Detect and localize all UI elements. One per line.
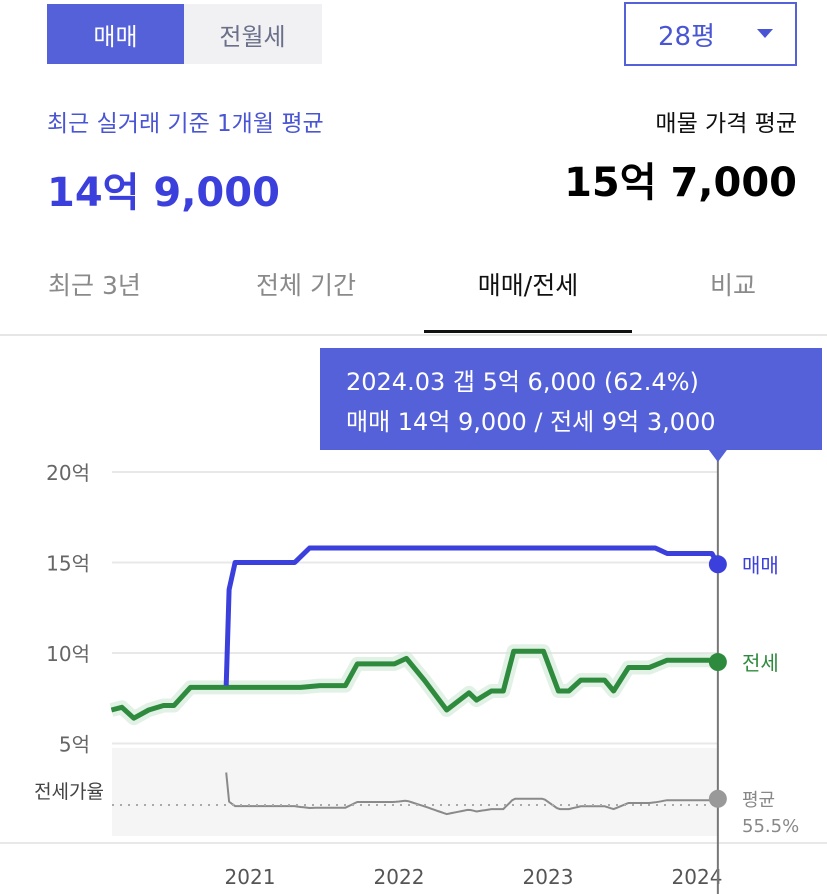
ratio-band: [112, 748, 718, 836]
recent-label: 최근 실거래 기준 1개월 평균: [47, 111, 324, 137]
tab-recent-3y[interactable]: 최근 3년: [48, 271, 141, 300]
tab-compare[interactable]: 비교: [710, 271, 757, 300]
ratio-avg-value: 55.5%: [742, 816, 799, 837]
size-value: 28평: [658, 21, 716, 52]
size-dropdown[interactable]: 28평: [624, 2, 797, 66]
chart-tooltip: 2024.03 갭 5억 6,000 (62.4%) 매매 14억 9,000 …: [320, 348, 822, 450]
recent-value: 14억 9,000: [47, 170, 280, 216]
jeonse-end-label: 전세: [742, 651, 779, 675]
sale-line: [223, 545, 721, 686]
listing-value: 15억 7,000: [564, 160, 797, 206]
jeonse-end-dot: [708, 653, 727, 672]
listing-label: 매물 가격 평균: [655, 111, 797, 137]
jeonse-line: [110, 648, 719, 721]
ratio-avg-label: 평균: [742, 790, 775, 811]
x-tick-label: 2021: [225, 865, 276, 889]
trade-type-toggle: 매매 전월세: [47, 4, 322, 64]
toggle-rent[interactable]: 전월세: [219, 22, 286, 51]
tooltip-pointer: [708, 450, 727, 462]
y-tick-label: 15억: [46, 552, 90, 576]
sale-end-label: 매매: [742, 553, 779, 577]
ratio-line: [225, 772, 719, 816]
tab-sale-jeonse[interactable]: 매매/전세: [424, 266, 632, 333]
jeonse-range-band: [109, 644, 720, 726]
tab-all-period[interactable]: 전체 기간: [256, 271, 356, 300]
ratio-end-dot: [708, 789, 727, 808]
y-tick-label: 20억: [46, 461, 90, 485]
x-tick-label: 2023: [523, 865, 574, 889]
y-tick-label: 10억: [46, 642, 90, 666]
sale-end-dot: [708, 555, 727, 574]
tooltip-prices: 매매 14억 9,000 / 전세 9억 3,000: [346, 408, 716, 436]
period-tabs: 최근 3년 전체 기간 매매/전세 비교: [0, 262, 827, 336]
toggle-sale[interactable]: 매매: [47, 4, 184, 64]
caret-down-icon: [757, 29, 773, 38]
ratio-label: 전세가율: [34, 781, 104, 803]
x-tick-label: 2022: [374, 865, 425, 889]
tooltip-gap: 2024.03 갭 5억 6,000 (62.4%): [346, 368, 699, 396]
x-tick-label: 2024: [672, 865, 723, 889]
y-tick-label: 5억: [59, 733, 90, 757]
